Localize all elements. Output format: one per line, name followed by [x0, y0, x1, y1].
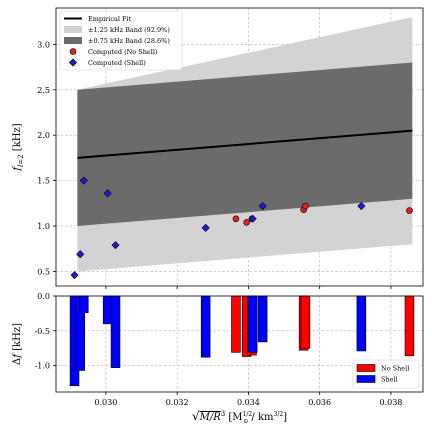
bottom-x-tick-label: 0.032 [166, 398, 189, 407]
bottom-legend: No Shell Shell [352, 359, 420, 389]
legend-band-swatch [64, 37, 82, 44]
top-legend-label: Computed (No Shell) [88, 48, 158, 56]
shell-bar [247, 295, 258, 353]
no-shell-point [243, 219, 250, 226]
bottom-x-tick-label: 0.038 [379, 398, 402, 407]
top-legend-label: ±0.75 kHz Band (28.6%) [88, 37, 170, 45]
bottom-bars [69, 295, 415, 387]
shell-point [248, 214, 257, 223]
top-fit-line-group [77, 129, 413, 159]
no-shell-point [302, 202, 309, 210]
top-legend-label: ±1.25 kHz Band (92.9%) [88, 26, 170, 34]
shell-point [258, 202, 267, 211]
legend-no-shell-swatch [69, 48, 77, 55]
legend-shell-swatch [68, 58, 78, 67]
top-panel: 0.5 1.0 1.5 2.0 2.5 3.0 fl=2 [kHz] Empirical … [12, 7, 424, 289]
bottom-x-tick-label: 0.030 [94, 398, 117, 407]
shell-point [70, 271, 79, 280]
shell-point [357, 202, 366, 211]
bottom-y-tick-label: -0.5 [35, 327, 50, 336]
shell-bar [110, 295, 121, 368]
shell-point [79, 176, 88, 185]
top-legend-label: Empirical Fit [88, 15, 132, 23]
bottom-x-tick-label: 0.034 [237, 398, 260, 407]
bottom-y-axis-label: Δf [kHz] [12, 323, 23, 365]
no-shell-bar [300, 295, 311, 349]
shell-point [103, 189, 112, 198]
legend-band-swatch [64, 26, 82, 33]
bottom-x-axis-label: √M/R3 [M1/2 ⊙ / km3/2] [192, 409, 287, 425]
top-y-tick-label: 1.5 [37, 177, 50, 186]
bottom-x-tick-label: 0.036 [308, 398, 331, 407]
top-y-tick-label: 3.0 [37, 40, 50, 49]
top-y-tick-label: 1.0 [37, 222, 50, 231]
top-y-axis-label: fl=2 [kHz] [12, 123, 25, 171]
shell-bar [79, 295, 89, 313]
top-legend-label: Computed (Shell) [88, 59, 146, 67]
top-points [70, 176, 413, 280]
top-y-tick-label: 2.0 [37, 131, 50, 140]
no-shell-point [232, 215, 240, 223]
top-legend-box [59, 10, 183, 71]
bottom-frame [55, 295, 424, 393]
no-shell-bar [231, 295, 241, 353]
shell-point [111, 241, 120, 250]
bottom-y-tick-label: -1.0 [35, 362, 50, 371]
top-ticks: 0.5 1.0 1.5 2.0 2.5 3.0 [37, 40, 392, 289]
bottom-y-tick-label: 0.0 [37, 292, 50, 301]
bottom-legend-swatch [356, 375, 376, 383]
bottom-legend-label: No Shell [381, 364, 409, 372]
top-frame [55, 7, 424, 287]
empirical-fit-line [77, 129, 413, 159]
bottom-legend-swatch [356, 364, 376, 372]
shell-point [76, 250, 85, 259]
no-shell-point [406, 207, 413, 214]
shell-point [201, 223, 210, 232]
top-legend: Empirical Fit ±1.25 kHz Band (92.9%) ±0.75… [59, 10, 183, 71]
shell-bar [200, 295, 211, 358]
bottom-legend-label: Shell [381, 375, 398, 383]
shell-bar [257, 295, 268, 343]
top-y-tick-label: 0.5 [37, 267, 50, 276]
bottom-panel: 0.030 0.032 0.034 0.036 0.038 0.0 -0.5 -1.0 Δf … [12, 292, 424, 425]
top-y-tick-label: 2.5 [37, 86, 50, 95]
shell-bar [356, 295, 367, 352]
bottom-ticks: 0.030 0.032 0.034 0.036 0.038 0.0 -0.5 -1.0 [35, 292, 403, 407]
no-shell-bar [404, 295, 415, 357]
